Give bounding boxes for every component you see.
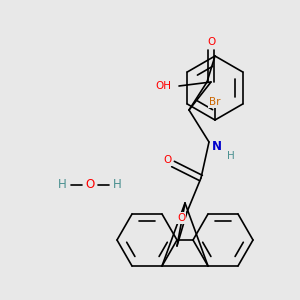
Text: Br: Br: [209, 97, 221, 107]
Text: H: H: [58, 178, 66, 191]
Text: H: H: [227, 151, 235, 161]
Text: O: O: [85, 178, 94, 191]
Text: O: O: [163, 155, 171, 165]
Text: N: N: [212, 140, 222, 152]
Text: H: H: [112, 178, 122, 191]
Text: O: O: [177, 213, 185, 223]
Text: OH: OH: [155, 81, 171, 91]
Text: O: O: [207, 37, 215, 47]
